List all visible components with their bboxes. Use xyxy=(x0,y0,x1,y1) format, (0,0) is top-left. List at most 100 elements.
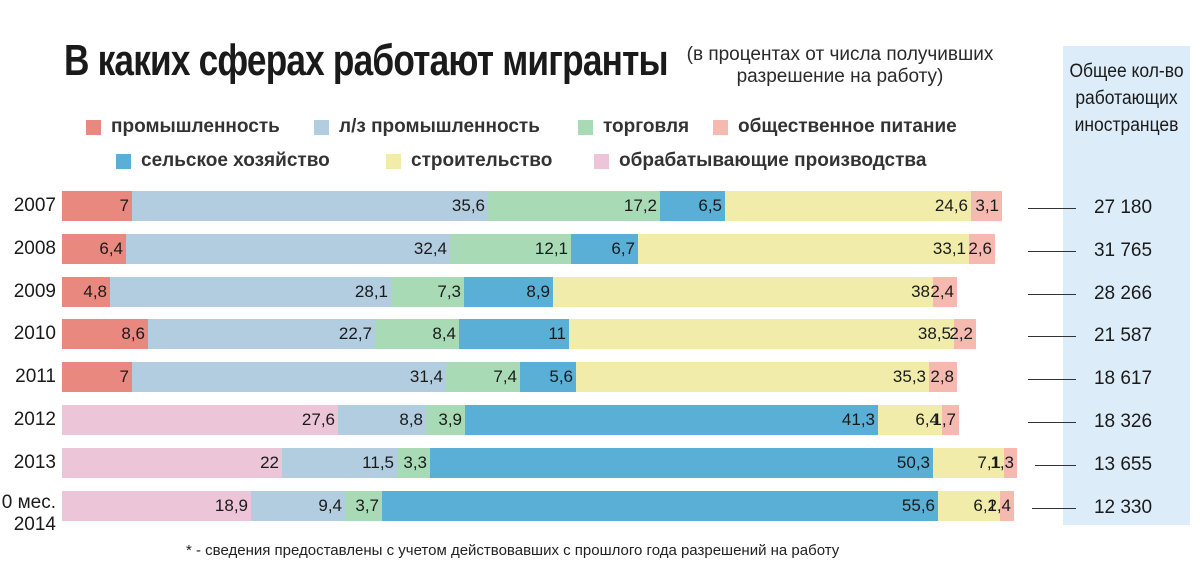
segment-value-label: 38,5 xyxy=(917,324,951,344)
segment-value-label: 8,9 xyxy=(526,281,550,301)
bar-segment-lz: 11,5 xyxy=(282,447,397,478)
bar-segment-selh: 6,5 xyxy=(660,191,725,221)
bar-segment-torg: 3,9 xyxy=(426,405,465,435)
year-label: 2011 xyxy=(15,366,56,388)
segment-value-label: 7,3 xyxy=(437,281,461,301)
bar-segment-stroi: 6,4 xyxy=(878,405,942,435)
segment-value-label: 50,3 xyxy=(896,452,930,472)
segment-value-label: 8,6 xyxy=(121,324,145,344)
bar-segment-stroi: 7,1 xyxy=(933,447,1004,478)
segment-value-label: 3,7 xyxy=(355,495,379,515)
segment-value-label: 9,4 xyxy=(318,495,342,515)
segment-value-label: 12,1 xyxy=(534,238,568,258)
bar-segment-lz: 28,1 xyxy=(110,276,391,307)
segment-value-label: 38 xyxy=(911,281,930,301)
totals-header: Общее кол-во работающих иностранцев xyxy=(1069,61,1184,136)
bar-segment-pit: 1,4 xyxy=(987,490,1014,521)
segment-value-label: 55,6 xyxy=(901,495,935,515)
legend-swatch xyxy=(594,153,609,169)
segment-value-label: 11,5 xyxy=(362,452,394,472)
legend-item-selh: сельское хозяйство xyxy=(116,150,330,172)
year-label-line: 0 мес. xyxy=(1,491,56,513)
bar-segment-lz: 31,4 xyxy=(132,362,446,393)
segment-value-label: 35,6 xyxy=(451,196,485,215)
segment-value-label: 8,8 xyxy=(399,410,423,429)
segment-value-label: 6,7 xyxy=(611,238,635,258)
legend-label: л/з промышленность xyxy=(339,116,540,137)
year-label: 0 мес. 2014 xyxy=(0,492,56,536)
legend-label: сельское хозяйство xyxy=(141,150,330,171)
segment-value-label: 6,4 xyxy=(99,238,123,258)
bar-segment-pit: 3,1 xyxy=(971,191,1002,221)
segment-value-label: 6,2 xyxy=(973,495,997,515)
total-value: 13 655 xyxy=(1093,453,1153,475)
year-label: 2010 xyxy=(13,323,56,345)
legend-item-obr: обрабатывающие производства xyxy=(594,150,926,172)
bar-segment-torg: 8,4 xyxy=(375,319,459,350)
bar-segment-selh: 8,9 xyxy=(464,276,553,307)
total-value: 31 765 xyxy=(1093,239,1153,261)
bar-segment-torg: 3,3 xyxy=(397,447,430,478)
bar-segment-selh: 55,6 xyxy=(382,490,938,521)
connector-line xyxy=(1028,250,1076,252)
total-value: 18 326 xyxy=(1093,411,1153,432)
bar-segment-pit: 2,2 xyxy=(949,319,976,350)
bar-segment-torg: 7,4 xyxy=(446,362,520,393)
bar-segment-stroi: 38 xyxy=(553,276,933,307)
legend-swatch xyxy=(578,119,593,135)
segment-value-label: 6,5 xyxy=(698,196,722,215)
bar-segment-obr: 18,9 xyxy=(62,490,251,521)
segment-value-label: 22 xyxy=(260,452,279,472)
legend-label: торговля xyxy=(603,116,690,137)
bar-segment-selh: 11 xyxy=(459,319,569,350)
year-label: 2007 xyxy=(13,195,56,216)
bar-segment-prom: 8,6 xyxy=(62,319,148,350)
bar-segment-lz: 22,7 xyxy=(148,319,375,350)
segment-value-label: 32,4 xyxy=(413,238,447,258)
year-label-line: 2014 xyxy=(13,513,56,535)
segment-value-label: 7 xyxy=(119,196,129,215)
legend-item-prom: промышленность xyxy=(86,116,280,138)
segment-value-label: 1,7 xyxy=(932,410,956,429)
chart-title: В каких сферах работают мигранты xyxy=(64,36,669,85)
legend-label: промышленность xyxy=(111,116,280,137)
year-label: 2012 xyxy=(13,409,56,430)
legend-label: строительство xyxy=(411,150,553,171)
segment-value-label: 2,2 xyxy=(949,324,973,344)
legend-label: обрабатывающие производства xyxy=(619,150,927,171)
year-label: 2008 xyxy=(13,237,56,259)
segment-value-label: 2,8 xyxy=(930,367,954,387)
total-value: 21 587 xyxy=(1093,325,1153,347)
bar-segment-stroi: 35,3 xyxy=(576,362,929,393)
segment-value-label: 1,4 xyxy=(987,495,1011,515)
connector-line xyxy=(1028,336,1076,338)
segment-value-label: 7,4 xyxy=(493,367,517,387)
bar-segment-pit: 2,8 xyxy=(929,362,957,393)
bar-segment-lz: 9,4 xyxy=(251,490,345,521)
bar-segment-pit: 1,3 xyxy=(990,447,1017,478)
bar-segment-torg: 17,2 xyxy=(488,191,660,221)
bar-segment-torg: 7,3 xyxy=(391,276,464,307)
bar-segment-lz: 32,4 xyxy=(126,233,450,264)
segment-value-label: 18,9 xyxy=(214,495,248,515)
segment-value-label: 2,6 xyxy=(968,238,992,258)
segment-value-label: 7,1 xyxy=(977,452,1001,472)
segment-value-label: 31,4 xyxy=(409,367,443,387)
legend-swatch xyxy=(86,119,101,135)
legend-item-torg: торговля xyxy=(578,116,689,138)
totals-panel xyxy=(1063,46,1190,525)
segment-value-label: 11 xyxy=(548,324,566,344)
segment-value-label: 3,9 xyxy=(438,410,462,429)
connector-line xyxy=(1028,379,1076,381)
connector-line xyxy=(1035,464,1076,466)
bar-segment-pit: 2,4 xyxy=(930,276,957,307)
bar-segment-obr: 22 xyxy=(62,447,282,478)
segment-value-label: 35,3 xyxy=(892,367,926,387)
year-label: 2009 xyxy=(13,280,56,302)
connector-line xyxy=(1028,293,1076,295)
bar-segment-prom: 6,4 xyxy=(62,233,126,264)
total-value: 27 180 xyxy=(1093,197,1153,218)
bar-segment-lz: 8,8 xyxy=(338,405,426,435)
segment-value-label: 41,3 xyxy=(841,410,875,429)
legend-swatch xyxy=(386,153,401,169)
